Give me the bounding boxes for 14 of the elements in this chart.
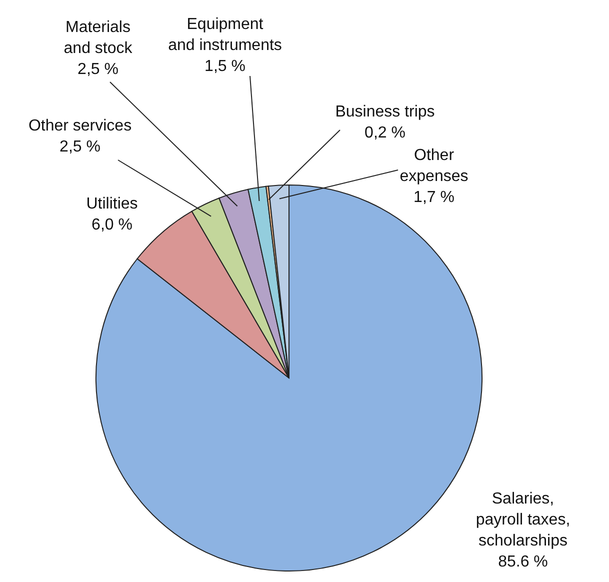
data-label: 0,2 % xyxy=(364,124,406,142)
data-label: 6,0 % xyxy=(92,216,132,234)
slice-label: Business trips xyxy=(335,104,435,120)
data-label: 2,5 % xyxy=(60,138,100,156)
slice-label: Equipment and instruments xyxy=(168,16,282,54)
data-label: 2,5 % xyxy=(78,61,118,78)
slice-label: Salaries, payroll taxes, scholarships xyxy=(476,490,570,550)
data-label: 85.6 % xyxy=(498,554,548,570)
slice-label: Other expenses xyxy=(400,147,468,185)
data-label: 1,5 % xyxy=(204,58,246,75)
slice-label: Other services xyxy=(28,118,132,134)
data-label: 1,7 % xyxy=(414,189,454,206)
slice-label: Utilities xyxy=(86,196,138,212)
slice-label: Materials and stock xyxy=(64,19,134,57)
